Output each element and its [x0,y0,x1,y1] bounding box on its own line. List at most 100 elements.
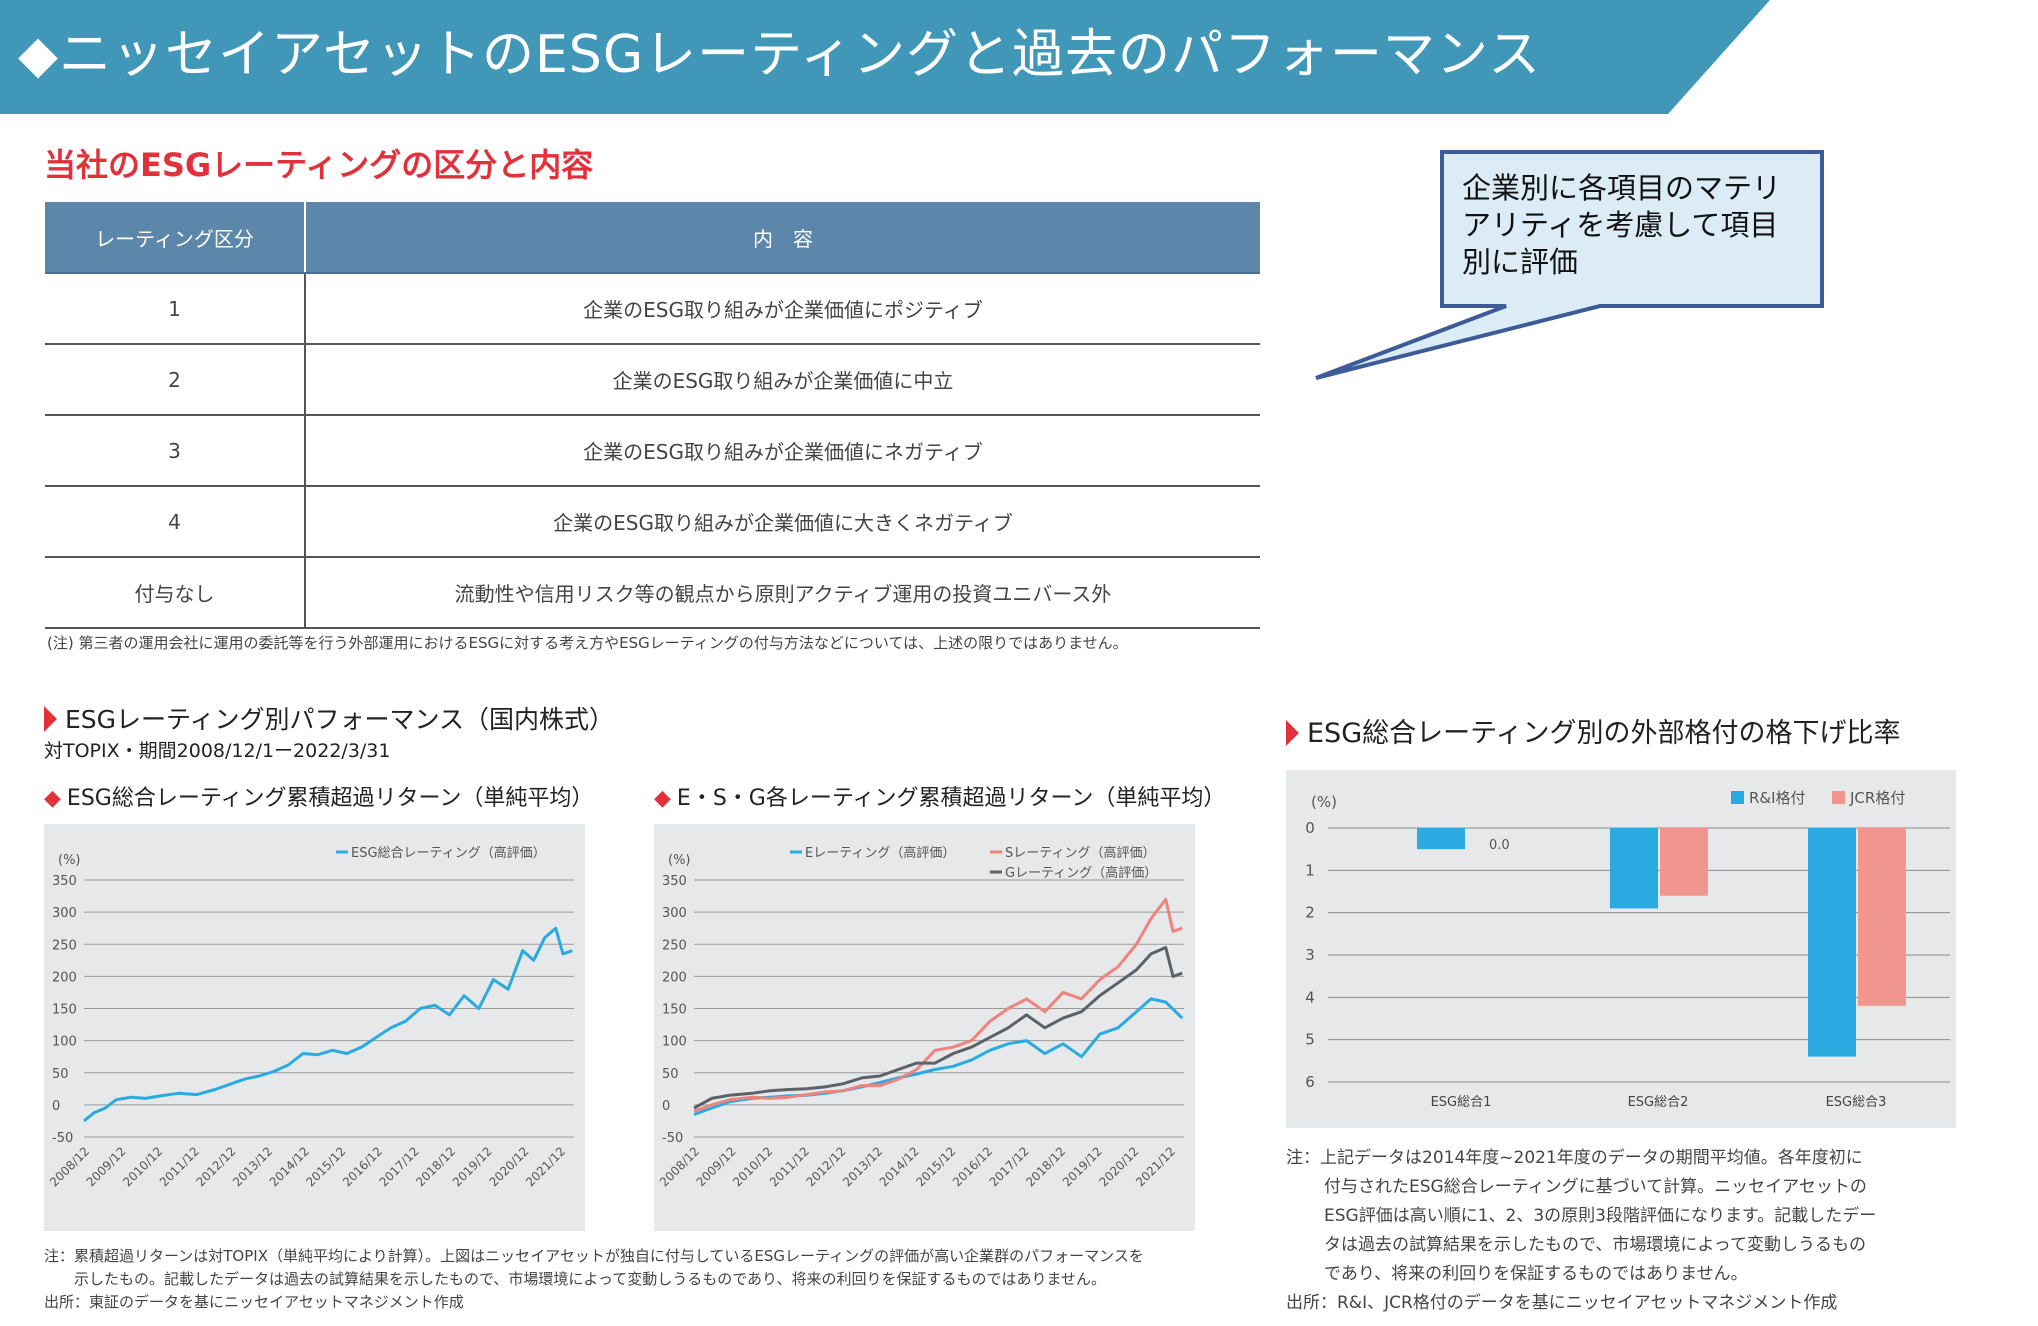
rating-cell: 4 [45,486,306,558]
content-cell: 企業のESG取り組みが企業価値にネガティブ [305,415,1260,487]
rating-cell: 2 [45,344,306,416]
performance-note-line1: 注：累積超過リターンは対TOPIX（単純平均により計算）。上図はニッセイアセット… [44,1247,1144,1265]
y-tick-label: 2 [1305,904,1315,922]
y-tick-label: 1 [1305,861,1315,879]
chart1-title: ◆ ESG総合レーティング累積超過リターン（単純平均） [44,786,594,811]
content-column-header: 内 容 [305,202,1260,274]
downgrade-chart-svg: (%) 0 1 2 3 4 5 6 ESG総合1 ESG総合2 ESG総合3 0.0 R&I格付 JCR格… [1305,789,1950,1110]
downgrade-note-line: 注：上記データは2014年度~2021年度のデータの期間平均値。各年度初に [1286,1148,1863,1168]
downgrade-note-line: 付与されたESG総合レーティングに基づいて計算。ニッセイアセットの [1324,1177,1867,1197]
y-tick-label: 0 [52,1099,60,1114]
y-tick-label: 50 [52,1067,69,1082]
series-line [83,926,573,1123]
y-axis-unit: (%) [58,853,81,868]
table-row: 1 企業のESG取り組みが企業価値にポジティブ [45,273,1260,345]
y-tick-label: 4 [1305,988,1315,1006]
y-tick-label: 3 [1305,946,1315,964]
series-line [693,946,1183,1110]
y-tick-label: 350 [52,874,77,889]
performance-period: 対TOPIX・期間2008/12/1ー2022/3/31 [44,740,391,762]
y-tick-label: 6 [1305,1073,1315,1091]
y-tick-label: 50 [662,1067,679,1082]
legend-label: R&I格付 [1749,789,1806,807]
legend-swatch [1731,791,1744,804]
downgrade-note: 注：上記データは2014年度~2021年度のデータの期間平均値。各年度初に 付与… [1286,1144,1876,1289]
performance-source: 出所：東証のデータを基にニッセイアセットマネジメント作成 [44,1293,464,1311]
y-tick-label: 200 [52,970,77,985]
series-line [693,897,1183,1113]
diamond-icon: ◆ [654,786,671,811]
rating-section-title: 当社のESGレーティングの区分と内容 [44,146,594,184]
downgrade-section-title: ESG総合レーティング別の外部格付の格下げ比率 [1286,711,1901,750]
y-tick-label: -50 [52,1131,73,1146]
x-category-label: ESG総合2 [1628,1095,1689,1110]
downgrade-note-line: であり、将来の利回りを保証するものではありません。 [1324,1264,1748,1284]
table-row: 4 企業のESG取り組みが企業価値に大きくネガティブ [45,486,1260,558]
data-label: 0.0 [1489,838,1510,853]
esg-total-chart-svg: (%)350300250200150100500-502008/122009/1… [47,845,574,1189]
x-category-label: ESG総合1 [1431,1095,1492,1110]
x-category-label: ESG総合3 [1826,1095,1887,1110]
page-title: ◆ニッセイアセットのESGレーティングと過去のパフォーマンス [18,25,1541,85]
content-cell: 流動性や信用リスク等の観点から原則アクティブ運用の投資ユニバース外 [305,557,1260,629]
y-tick-label: 0 [1305,819,1315,837]
legend-label: Gレーティング（高評価） [1005,865,1157,881]
rating-cell: 1 [45,273,306,345]
content-cell: 企業のESG取り組みが企業価値に大きくネガティブ [305,486,1260,558]
downgrade-note-line: ESG評価は高い順に1、2、3の原則3段階評価になります。記載したデー [1324,1206,1877,1226]
legend-label: Eレーティング（高評価） [805,845,955,861]
legend-label: Sレーティング（高評価） [1005,845,1155,861]
table-row: 2 企業のESG取り組みが企業価値に中立 [45,344,1260,416]
table-row: 付与なし 流動性や信用リスク等の観点から原則アクティブ運用の投資ユニバース外 [45,557,1260,629]
table-row: 3 企業のESG取り組みが企業価値にネガティブ [45,415,1260,487]
content-cell: 企業のESG取り組みが企業価値にポジティブ [305,273,1260,345]
red-triangle-icon [1286,720,1299,746]
bar [1610,828,1658,909]
y-tick-label: 250 [52,938,77,953]
legend-label: JCR格付 [1849,789,1905,807]
x-tick-label: 2021/12 [523,1144,568,1189]
esg-each-chart: (%) 350 300 250 200 150 100 50 0 -50 2008/12 2009/1… [654,824,1195,1231]
header-banner [0,0,1770,114]
rating-table-header-row: レーティング区分 内 容 [45,202,1260,274]
y-axis-unit: (%) [1311,793,1337,811]
x-tick-label: 2021/12 [1133,1144,1178,1189]
legend-label: ESG総合レーティング（高評価） [351,845,546,861]
y-tick-label: 100 [662,1035,687,1050]
downgrade-note-line: タは過去の試算結果を示したもので、市場環境によって変動しうるもの [1324,1235,1866,1255]
esg-each-chart-svg: (%)350300250200150100500-502008/122009/1… [657,845,1184,1189]
content-cell: 企業のESG取り組みが企業価値に中立 [305,344,1260,416]
rating-table: レーティング区分 内 容 1 企業のESG取り組みが企業価値にポジティブ 2 企… [45,202,1260,629]
table-note: (注) 第三者の運用会社に運用の委託等を行う外部運用におけるESGに対する考え方… [47,634,1128,652]
callout-bubble [1315,150,1824,380]
y-tick-label: 300 [662,906,687,921]
y-tick-label: 0 [662,1099,670,1114]
red-triangle-icon [44,706,57,732]
performance-note-line2: 示したもの。記載したデータは過去の試算結果を示したもので、市場環境によって変動し… [74,1270,1107,1288]
bar [1660,828,1708,896]
esg-total-chart: (%) 350 300 250 200 150 100 50 0 -50 2008/12 2009/1… [44,824,585,1231]
y-tick-label: -50 [662,1131,683,1146]
downgrade-source: 出所：R&I、JCR格付のデータを基にニッセイアセットマネジメント作成 [1286,1293,1838,1313]
bar [1858,828,1906,1006]
callout-text: 企業別に各項目のマテリ アリティを考慮して項目 別に評価 [1462,171,1782,279]
y-tick-label: 100 [52,1035,77,1050]
y-tick-label: 250 [662,938,687,953]
rating-cell: 3 [45,415,306,487]
rating-column-header: レーティング区分 [45,202,306,274]
y-tick-label: 200 [662,970,687,985]
y-tick-label: 150 [662,1003,687,1018]
diamond-icon: ◆ [44,786,61,811]
performance-section-title: ESGレーティング別パフォーマンス（国内株式） [44,700,614,736]
rating-cell: 付与なし [45,557,306,629]
y-tick-label: 150 [52,1003,77,1018]
y-tick-label: 5 [1305,1031,1315,1049]
y-axis-unit: (%) [668,853,691,868]
chart2-title: ◆ E・S・G各レーティング累積超過リターン（単純平均） [654,786,1226,811]
bar [1808,828,1856,1057]
legend-swatch [1832,791,1845,804]
downgrade-chart: (%) 0 1 2 3 4 5 6 ESG総合1 ESG総合2 ESG総合3 0.0 R&I格付 JCR格… [1286,770,1956,1128]
y-tick-label: 350 [662,874,687,889]
bar [1417,828,1465,850]
y-tick-label: 300 [52,906,77,921]
